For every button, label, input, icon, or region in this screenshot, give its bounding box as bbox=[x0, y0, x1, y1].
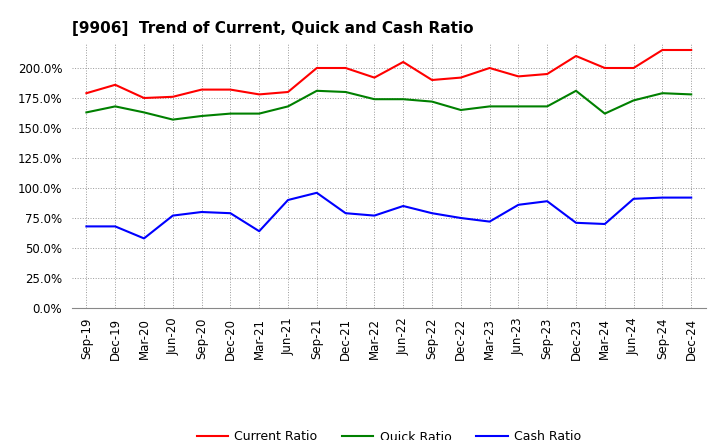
Cash Ratio bbox=[140, 236, 148, 241]
Cash Ratio bbox=[111, 224, 120, 229]
Cash Ratio bbox=[543, 198, 552, 204]
Current Ratio bbox=[485, 66, 494, 71]
Quick Ratio bbox=[428, 99, 436, 104]
Current Ratio bbox=[600, 66, 609, 71]
Line: Cash Ratio: Cash Ratio bbox=[86, 193, 691, 238]
Current Ratio bbox=[82, 91, 91, 96]
Quick Ratio bbox=[658, 91, 667, 96]
Current Ratio bbox=[197, 87, 206, 92]
Current Ratio bbox=[572, 53, 580, 59]
Quick Ratio bbox=[629, 98, 638, 103]
Quick Ratio bbox=[514, 104, 523, 109]
Current Ratio bbox=[456, 75, 465, 80]
Current Ratio bbox=[312, 66, 321, 71]
Quick Ratio bbox=[600, 111, 609, 116]
Quick Ratio bbox=[82, 110, 91, 115]
Quick Ratio bbox=[111, 104, 120, 109]
Quick Ratio bbox=[284, 104, 292, 109]
Cash Ratio bbox=[514, 202, 523, 207]
Quick Ratio bbox=[687, 92, 696, 97]
Cash Ratio bbox=[341, 211, 350, 216]
Text: [9906]  Trend of Current, Quick and Cash Ratio: [9906] Trend of Current, Quick and Cash … bbox=[72, 21, 474, 36]
Line: Quick Ratio: Quick Ratio bbox=[86, 91, 691, 120]
Cash Ratio bbox=[255, 228, 264, 234]
Quick Ratio bbox=[226, 111, 235, 116]
Current Ratio bbox=[284, 89, 292, 95]
Cash Ratio bbox=[456, 215, 465, 220]
Cash Ratio bbox=[82, 224, 91, 229]
Cash Ratio bbox=[370, 213, 379, 218]
Quick Ratio bbox=[168, 117, 177, 122]
Current Ratio bbox=[399, 59, 408, 65]
Current Ratio bbox=[658, 48, 667, 53]
Current Ratio bbox=[514, 74, 523, 79]
Quick Ratio bbox=[399, 96, 408, 102]
Quick Ratio bbox=[140, 110, 148, 115]
Cash Ratio bbox=[485, 219, 494, 224]
Quick Ratio bbox=[370, 96, 379, 102]
Quick Ratio bbox=[197, 114, 206, 119]
Cash Ratio bbox=[428, 211, 436, 216]
Legend: Current Ratio, Quick Ratio, Cash Ratio: Current Ratio, Quick Ratio, Cash Ratio bbox=[192, 425, 586, 440]
Cash Ratio bbox=[168, 213, 177, 218]
Current Ratio bbox=[341, 66, 350, 71]
Current Ratio bbox=[111, 82, 120, 88]
Cash Ratio bbox=[312, 190, 321, 195]
Cash Ratio bbox=[226, 211, 235, 216]
Current Ratio bbox=[370, 75, 379, 80]
Cash Ratio bbox=[629, 196, 638, 202]
Quick Ratio bbox=[255, 111, 264, 116]
Cash Ratio bbox=[658, 195, 667, 200]
Cash Ratio bbox=[572, 220, 580, 225]
Current Ratio bbox=[629, 66, 638, 71]
Current Ratio bbox=[687, 48, 696, 53]
Current Ratio bbox=[168, 94, 177, 99]
Quick Ratio bbox=[456, 107, 465, 113]
Cash Ratio bbox=[197, 209, 206, 215]
Current Ratio bbox=[255, 92, 264, 97]
Quick Ratio bbox=[312, 88, 321, 93]
Cash Ratio bbox=[399, 203, 408, 209]
Current Ratio bbox=[226, 87, 235, 92]
Cash Ratio bbox=[284, 198, 292, 203]
Line: Current Ratio: Current Ratio bbox=[86, 50, 691, 98]
Cash Ratio bbox=[687, 195, 696, 200]
Quick Ratio bbox=[572, 88, 580, 93]
Quick Ratio bbox=[341, 89, 350, 95]
Quick Ratio bbox=[543, 104, 552, 109]
Current Ratio bbox=[543, 71, 552, 77]
Current Ratio bbox=[428, 77, 436, 83]
Current Ratio bbox=[140, 95, 148, 101]
Quick Ratio bbox=[485, 104, 494, 109]
Cash Ratio bbox=[600, 221, 609, 227]
